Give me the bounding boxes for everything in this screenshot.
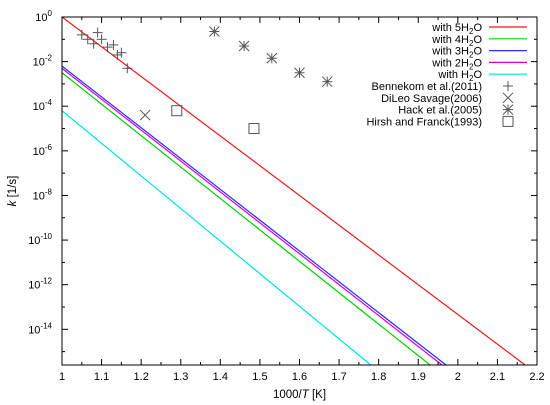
legend-swatch xyxy=(502,115,514,127)
x-tick-label: 1.6 xyxy=(292,371,307,383)
y-tick-label: 10-12 xyxy=(28,277,52,292)
x-axis-label: 1000/T [K] xyxy=(273,389,326,401)
x-tick-label: 1.4 xyxy=(213,371,228,383)
data-point xyxy=(96,34,107,45)
series-line xyxy=(62,65,447,365)
x-tick-label: 1.5 xyxy=(252,371,267,383)
x-tick-label: 1.8 xyxy=(371,371,386,383)
x-tick-label: 1.2 xyxy=(134,371,149,383)
y-axis: 100 10-2 10-4 10-6 10-8 10-10 10-12 10-14 xyxy=(28,9,537,353)
data-point xyxy=(122,63,133,74)
data-point xyxy=(82,34,93,45)
x-tick-label: 1.7 xyxy=(331,371,346,383)
data-point xyxy=(321,76,333,88)
data-point xyxy=(92,27,103,38)
series-line xyxy=(62,72,431,365)
data-point xyxy=(238,40,250,52)
data-point xyxy=(112,49,123,60)
x-axis: 1 1.1 1.2 1.3 1.4 1.5 1.6 1.7 1.8 1.9 2 2.1 2.2 xyxy=(59,17,545,383)
y-tick-label: 10-14 xyxy=(28,321,52,336)
series-line xyxy=(62,67,443,365)
legend-label: DiLeo Savage(2006) xyxy=(381,93,482,105)
x-tick-label: 2.1 xyxy=(490,371,505,383)
series-line xyxy=(62,110,372,365)
legend-swatch xyxy=(503,81,513,91)
y-axis-label: k [1/s] xyxy=(7,176,19,207)
x-tick-label: 1.9 xyxy=(411,371,426,383)
series-line xyxy=(62,17,526,365)
x-tick-label: 1.3 xyxy=(173,371,188,383)
data-point xyxy=(209,26,220,37)
legend-label: with H2O xyxy=(437,69,482,83)
data-point xyxy=(76,29,87,40)
data-point xyxy=(248,123,260,135)
y-tick-label: 100 xyxy=(35,9,52,24)
data-point xyxy=(294,67,305,79)
legend-label: Hirsh and Franck(1993) xyxy=(366,116,482,128)
legend-swatch xyxy=(502,92,514,104)
legend-label: with 3H2O xyxy=(431,46,482,60)
x-tick-label: 1 xyxy=(59,371,65,383)
x-tick-label: 1.1 xyxy=(94,371,109,383)
y-tick-label: 10-2 xyxy=(33,54,53,69)
x-tick-label: 2.2 xyxy=(529,371,544,383)
y-tick-label: 10-8 xyxy=(33,187,53,202)
y-tick-label: 10-4 xyxy=(33,98,53,113)
data-point xyxy=(266,52,278,64)
data-point xyxy=(102,42,113,53)
legend-swatch xyxy=(502,104,514,115)
legend-label: Hack et al.(2005) xyxy=(398,105,482,117)
data-point xyxy=(108,39,119,50)
data-point xyxy=(171,105,183,117)
legend-label: Bennekom et al.(2011) xyxy=(372,81,482,93)
legend-label: with 4H2O xyxy=(431,34,482,48)
x-tick-label: 2 xyxy=(455,371,461,383)
legend-label: with 2H2O xyxy=(431,57,482,71)
y-tick-label: 10-6 xyxy=(33,143,53,158)
legend-label: with 5H2O xyxy=(431,22,482,36)
data-point xyxy=(88,38,99,49)
y-tick-label: 10-10 xyxy=(28,232,52,247)
data-point xyxy=(116,47,127,58)
data-point xyxy=(139,109,151,121)
plot-marks xyxy=(62,17,526,365)
